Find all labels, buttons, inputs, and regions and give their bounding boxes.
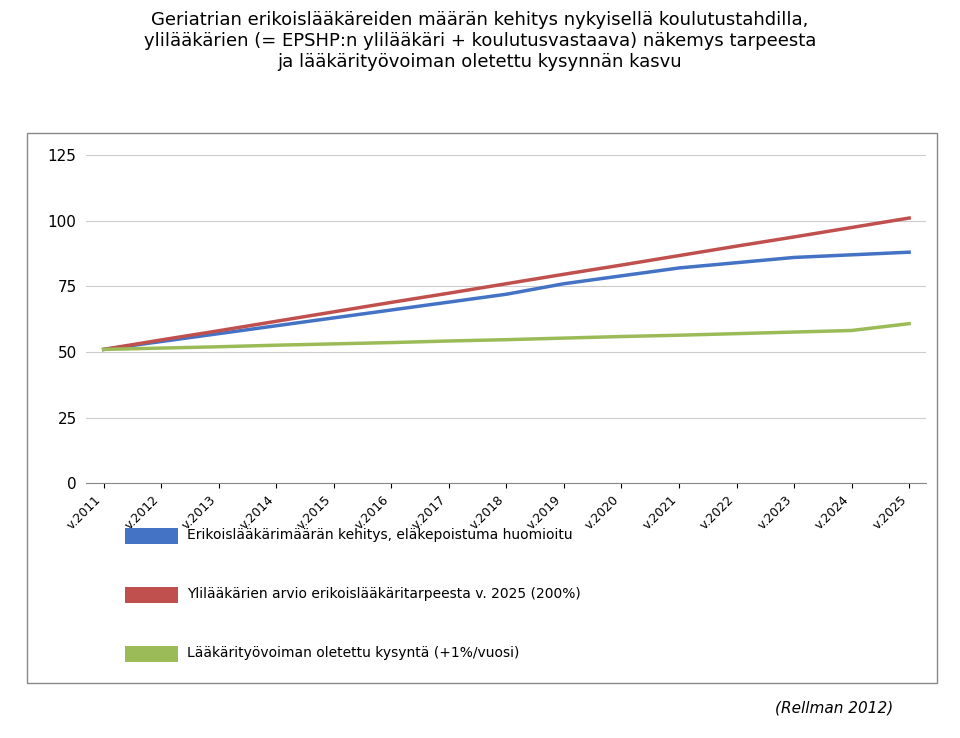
Text: Erikoislääkärimäärän kehitys, eläkepoistuma huomioitu: Erikoislääkärimäärän kehitys, eläkepoist… (187, 528, 573, 542)
Text: Geriatrian erikoislääkäreiden määrän kehitys nykyisellä koulutustahdilla,
ylilää: Geriatrian erikoislääkäreiden määrän keh… (144, 11, 816, 71)
Text: Lääkärityövoiman oletettu kysyntä (+1%/vuosi): Lääkärityövoiman oletettu kysyntä (+1%/v… (187, 646, 519, 660)
Text: (Rellman 2012): (Rellman 2012) (775, 701, 893, 716)
Text: Ylilääkärien arvio erikoislääkäritarpeesta v. 2025 (200%): Ylilääkärien arvio erikoislääkäritarpees… (187, 587, 581, 601)
